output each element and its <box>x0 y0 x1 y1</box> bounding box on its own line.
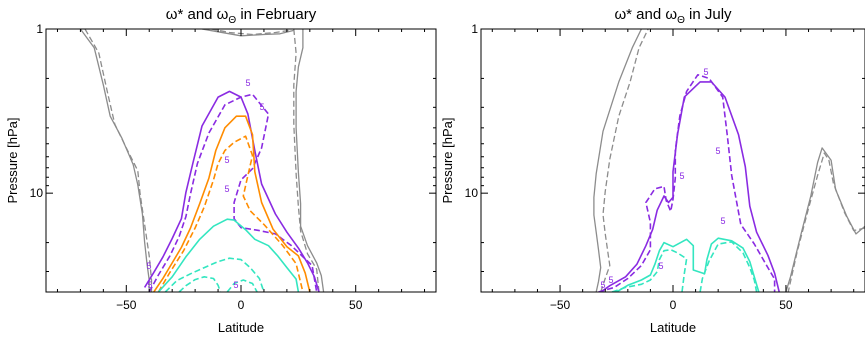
series-line-purple-solid <box>600 81 780 292</box>
x-tick-label: 50 <box>349 298 363 312</box>
x-tick-label: 0 <box>670 298 677 312</box>
y-axis-label: Pressure [hPa] <box>5 118 20 204</box>
chart-title: ω* and ωΘ in February <box>166 6 317 26</box>
series-line-gray-dashed <box>211 29 290 36</box>
contour-label: 5 <box>703 67 708 77</box>
y-axis-label: Pressure [hPa] <box>440 118 455 204</box>
series-line-gray-dashed <box>84 29 153 292</box>
series-line-cyan-dashed <box>611 248 688 292</box>
contour-label: 5 <box>147 280 152 290</box>
series-line-gray-solid <box>201 29 294 37</box>
x-tick-label: −50 <box>116 298 137 312</box>
contour-label: 5 <box>245 78 250 88</box>
plot-frame <box>480 28 865 293</box>
series-line-cyan-dashed <box>226 279 258 292</box>
plot-frame <box>45 28 437 293</box>
series-line-cyan-solid <box>157 218 300 292</box>
series-line-purple-solid <box>143 90 320 292</box>
contour-label: 5 <box>224 184 229 194</box>
series-line-cyan-solid <box>616 237 760 292</box>
contour-label: 5 <box>679 171 684 181</box>
x-tick-label: −50 <box>550 298 571 312</box>
series-line-cyan-dashed <box>164 257 265 292</box>
series-line-gray-dashed <box>787 152 865 292</box>
x-tick-label: 50 <box>779 298 793 312</box>
series-line-gray-solid <box>295 29 325 292</box>
series-line-gray-dashed <box>600 29 649 292</box>
contour-label: 5 <box>658 261 663 271</box>
series-line-gray-solid <box>79 29 150 292</box>
chart-panel-february: 5 5 5 5 5 5 5 −50 0 50 1 10 Latitude Pressure [hPa] ω*… <box>5 6 437 335</box>
contour-label: 5 <box>715 146 720 156</box>
x-axis-label: Latitude <box>650 320 696 335</box>
series-group <box>79 29 325 292</box>
contour-label: 5 <box>146 261 151 271</box>
series-line-gray-solid <box>785 147 865 292</box>
series-line-gray-dashed <box>293 29 320 292</box>
series-line-purple-dashed <box>598 74 776 292</box>
y-tick-label: 10 <box>30 186 44 200</box>
y-tick-label: 10 <box>465 186 479 200</box>
series-line-orange-solid <box>153 115 311 292</box>
series-line-cyan-dashed <box>178 276 222 292</box>
series-line-purple-dashed <box>148 93 318 292</box>
contour-label: 5 <box>720 216 725 226</box>
contour-label: 5 <box>600 280 605 290</box>
chart-title: ω* and ωΘ in July <box>614 6 732 26</box>
contour-label: 5 <box>259 102 264 112</box>
x-axis-label: Latitude <box>218 320 264 335</box>
contour-label: 5 <box>608 275 613 285</box>
series-line-orange-dashed <box>157 135 304 292</box>
series-group <box>593 29 865 292</box>
y-tick-label: 1 <box>36 22 43 36</box>
series-line-cyan-dashed <box>699 241 758 292</box>
x-tick-label: 0 <box>238 298 245 312</box>
y-tick-label: 1 <box>471 22 478 36</box>
contour-label: 5 <box>224 155 229 165</box>
series-line-gray-solid <box>593 29 642 292</box>
contour-label: 5 <box>233 280 238 290</box>
